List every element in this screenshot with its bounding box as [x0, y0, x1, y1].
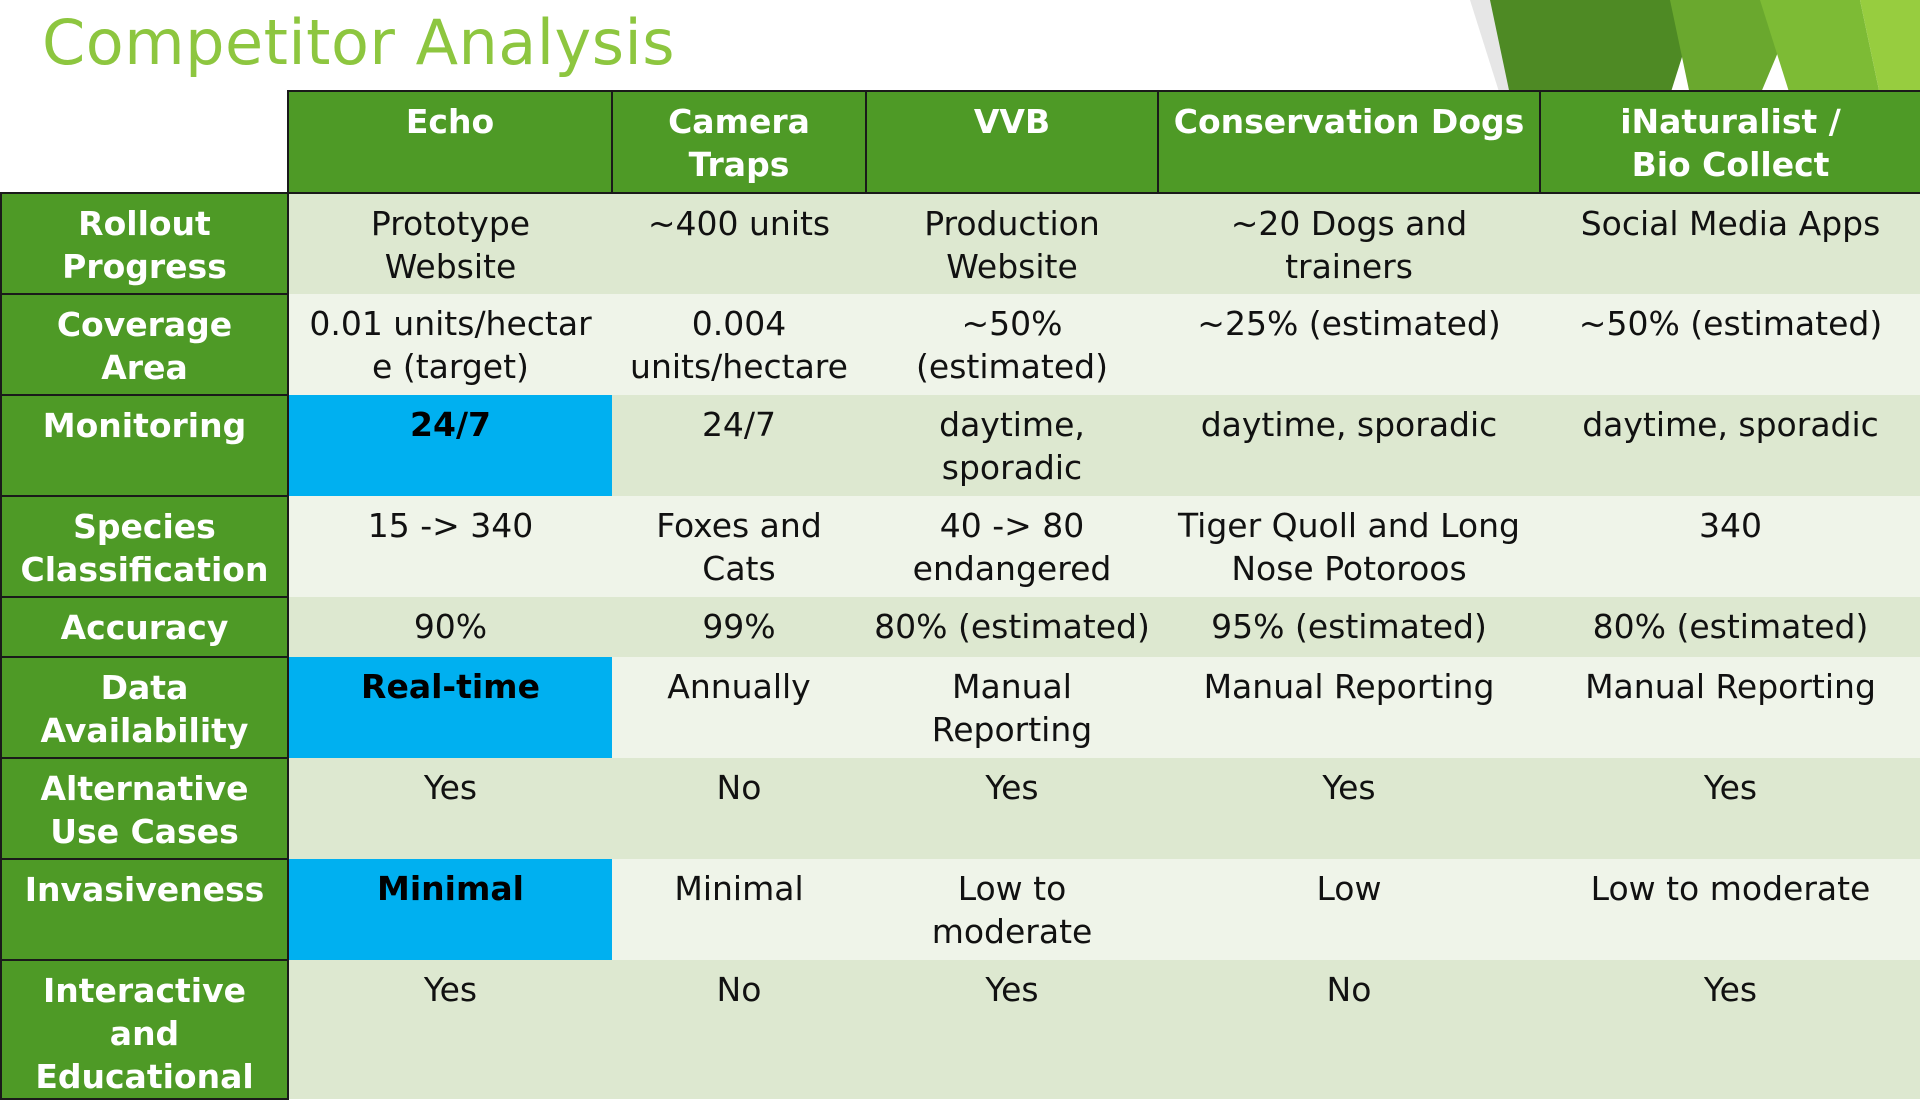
table-cell: 80% (estimated): [1540, 597, 1920, 657]
column-header: Conservation Dogs: [1157, 90, 1541, 194]
table-cell: 0.004 units/hectare: [612, 294, 866, 395]
row-header: Data Availability: [0, 656, 289, 759]
table-cell: Low to moderate: [1540, 859, 1920, 960]
table-cell: 0.01 units/hectar e (target): [288, 294, 612, 395]
table-row: Accuracy 90% 99% 80% (estimated) 95% (estima…: [0, 596, 1920, 658]
table-cell: Yes: [1158, 758, 1540, 859]
table-cell: 80% (estimated): [866, 597, 1158, 657]
table-row: Coverage Area 0.01 units/hectar e (target)…: [0, 293, 1920, 396]
table-cell: ~20 Dogs and trainers: [1158, 193, 1540, 294]
table-cell: ~50% (estimated): [1540, 294, 1920, 395]
table-cell: Low to moderate: [866, 859, 1158, 960]
table-cell: Manual Reporting: [1158, 657, 1540, 758]
table-cell: daytime, sporadic: [1540, 395, 1920, 496]
row-header: Rollout Progress: [0, 192, 289, 295]
table-cell: Real-time: [288, 657, 612, 758]
column-header: iNaturalist / Bio Collect: [1539, 90, 1920, 194]
table-cell: Yes: [866, 960, 1158, 1099]
row-header: Species Classification: [0, 495, 289, 598]
table-cell: No: [1158, 960, 1540, 1099]
column-header: VVB: [865, 90, 1159, 194]
row-header: Alternative Use Cases: [0, 757, 289, 860]
table-row: Species Classification 15 -> 340 Foxes and C…: [0, 495, 1920, 598]
table-cell: Annually: [612, 657, 866, 758]
table-row: Alternative Use Cases Yes No Yes Yes Yes: [0, 757, 1920, 860]
table-cell: Yes: [866, 758, 1158, 859]
row-header: Accuracy: [0, 596, 289, 658]
row-header: Monitoring: [0, 394, 289, 497]
table-cell: Minimal: [612, 859, 866, 960]
table-cell: 99%: [612, 597, 866, 657]
table-cell: Foxes and Cats: [612, 496, 866, 597]
row-header: Interactive and Educational: [0, 959, 289, 1100]
slide-title: Competitor Analysis: [42, 6, 676, 79]
table-cell: 95% (estimated): [1158, 597, 1540, 657]
table-cell: Production Website: [866, 193, 1158, 294]
table-cell: daytime, sporadic: [1158, 395, 1540, 496]
table-cell: ~400 units: [612, 193, 866, 294]
table-cell: daytime, sporadic: [866, 395, 1158, 496]
table-cell: No: [612, 960, 866, 1099]
table-cell: 90%: [288, 597, 612, 657]
row-header: Coverage Area: [0, 293, 289, 396]
table-cell: No: [612, 758, 866, 859]
table-cell: Manual Reporting: [1540, 657, 1920, 758]
table-cell: 24/7: [612, 395, 866, 496]
table-cell: ~50% (estimated): [866, 294, 1158, 395]
table-cell: Yes: [1540, 758, 1920, 859]
table-row: Data Availability Real-time Annually Manual R…: [0, 656, 1920, 759]
corner-cell: [1, 91, 288, 193]
table-cell: Manual Reporting: [866, 657, 1158, 758]
table-cell: Low: [1158, 859, 1540, 960]
table-cell: Yes: [288, 960, 612, 1099]
table-cell: ~25% (estimated): [1158, 294, 1540, 395]
table-cell: Yes: [288, 758, 612, 859]
table-cell: 24/7: [288, 395, 612, 496]
header-row: Echo Camera Traps VVB Conservation Dogs i…: [1, 90, 1920, 194]
table-cell: 15 -> 340: [288, 496, 612, 597]
table-row: Rollout Progress Prototype Website ~400 unit…: [0, 192, 1920, 295]
table-cell: 340: [1540, 496, 1920, 597]
table-cell: Tiger Quoll and Long Nose Potoroos: [1158, 496, 1540, 597]
competitor-table: Echo Camera Traps VVB Conservation Dogs i…: [0, 90, 1920, 1100]
table-cell: Social Media Apps: [1540, 193, 1920, 294]
table-row: Interactive and Educational Yes No Yes No Yes: [0, 959, 1920, 1100]
column-header: Camera Traps: [611, 90, 867, 194]
corner-decoration: [1470, 0, 1920, 95]
table-row: Invasiveness Minimal Minimal Low to moderate…: [0, 858, 1920, 961]
table-cell: Minimal: [288, 859, 612, 960]
table-cell: Yes: [1540, 960, 1920, 1099]
row-header: Invasiveness: [0, 858, 289, 961]
table-cell: Prototype Website: [288, 193, 612, 294]
column-header: Echo: [287, 90, 613, 194]
table-row: Monitoring 24/7 24/7 daytime, sporadic daytim…: [0, 394, 1920, 497]
table-cell: 40 -> 80 endangered: [866, 496, 1158, 597]
